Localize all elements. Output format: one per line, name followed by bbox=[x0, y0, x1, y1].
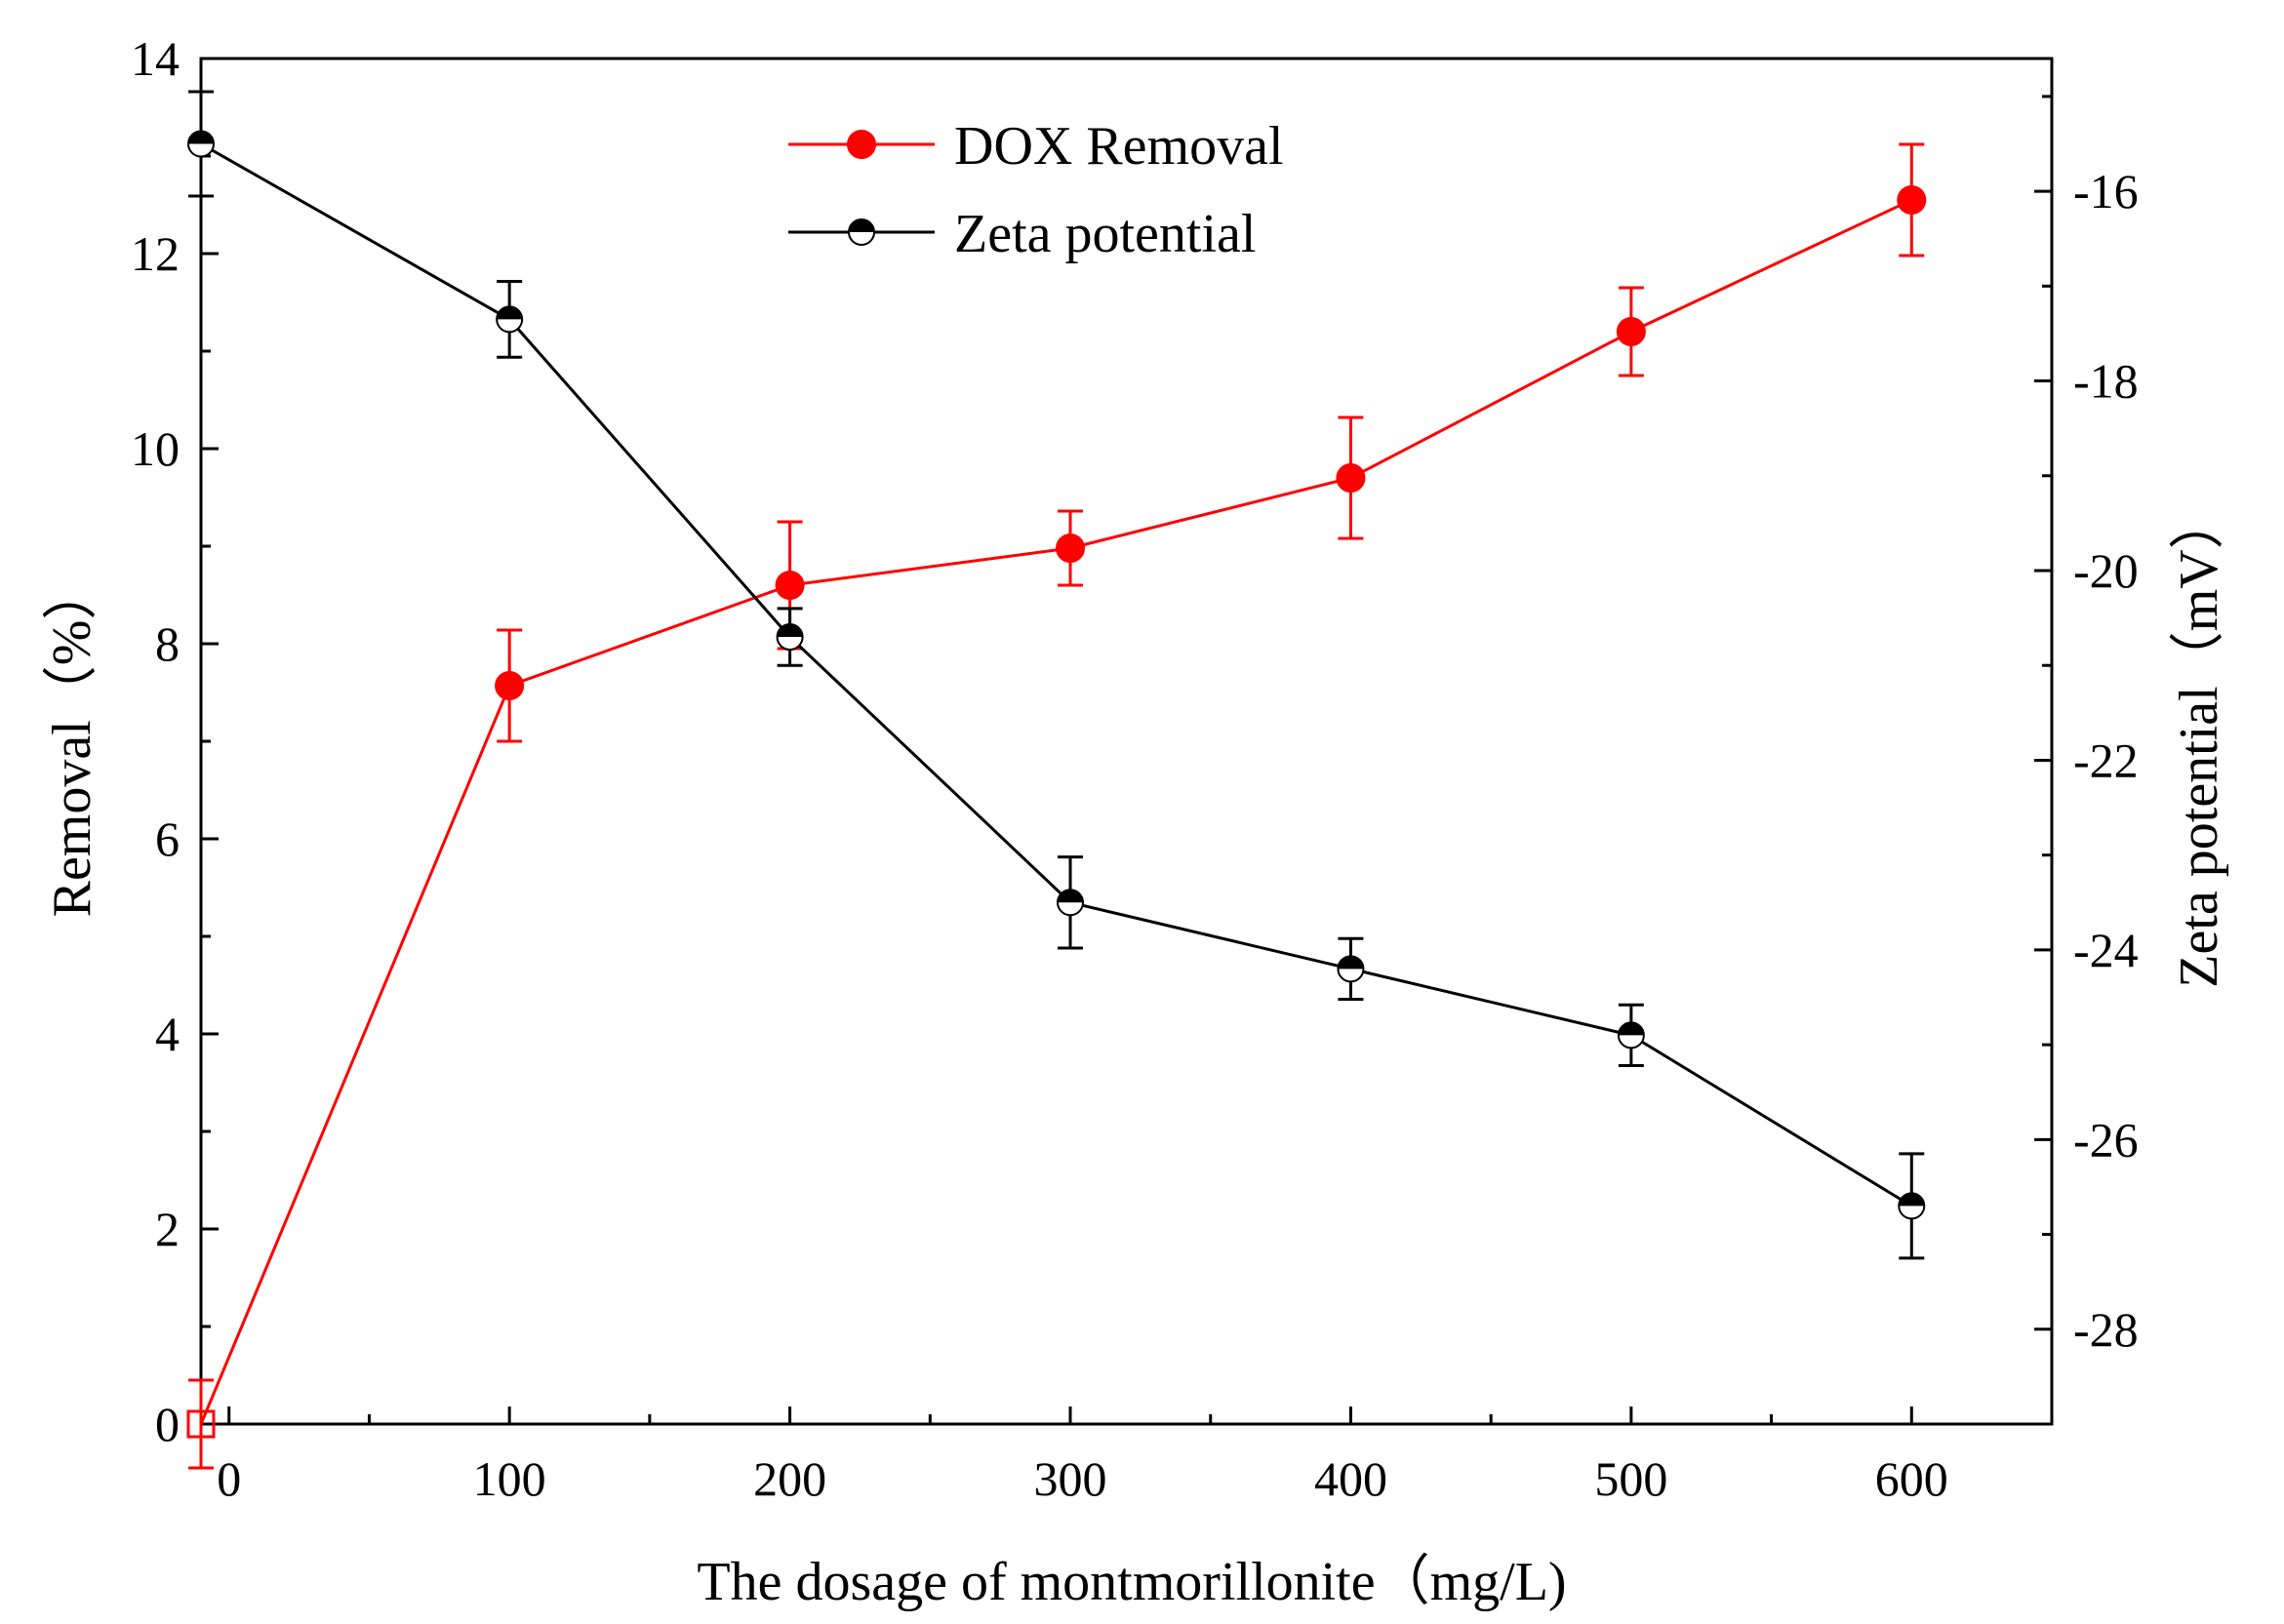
series-layer bbox=[186, 90, 1927, 1470]
data-point-half-fill bbox=[777, 624, 803, 638]
legend-marker-zeta-potential bbox=[848, 218, 875, 246]
data-point bbox=[495, 671, 525, 700]
data-point bbox=[775, 571, 805, 600]
right-y-axis-ticks: -16 -18 -20 -22 -24 -26 -28 bbox=[2034, 95, 2139, 1426]
x-tick-label: 400 bbox=[1314, 1451, 1387, 1506]
x-axis-title: The dosage of montmorillonite（mg/L) bbox=[697, 1552, 1566, 1612]
data-point bbox=[1616, 317, 1646, 346]
left-y-tick-label: 12 bbox=[131, 226, 180, 281]
right-y-tick-label: -20 bbox=[2073, 543, 2139, 598]
series-zeta-potential bbox=[187, 90, 1926, 1260]
data-point bbox=[1897, 185, 1927, 215]
data-point-half-fill bbox=[1899, 1193, 1925, 1207]
x-tick-label: 100 bbox=[473, 1451, 546, 1506]
data-point-half-fill bbox=[188, 131, 214, 144]
x-tick-label: 500 bbox=[1594, 1451, 1667, 1506]
left-y-tick-label: 0 bbox=[155, 1397, 180, 1451]
legend-entry-zeta-potential: Zeta potential bbox=[788, 204, 1256, 264]
right-y-tick-label: -16 bbox=[2073, 164, 2139, 218]
legend: DOX Removal Zeta potential bbox=[788, 116, 1284, 264]
left-y-tick-label: 6 bbox=[155, 812, 180, 866]
data-point bbox=[1337, 955, 1365, 983]
x-tick-label: 0 bbox=[217, 1451, 241, 1506]
data-point bbox=[1056, 534, 1086, 563]
series-line-zeta-potential bbox=[200, 142, 1913, 1208]
left-y-axis-ticks: 0 2 4 6 8 10 12 14 bbox=[131, 31, 219, 1451]
data-point bbox=[186, 1409, 216, 1439]
right-y-tick-label: -24 bbox=[2073, 923, 2139, 977]
data-point-half-fill bbox=[1058, 890, 1084, 903]
left-y-tick-label: 4 bbox=[155, 1007, 180, 1061]
data-point bbox=[187, 130, 215, 158]
right-y-tick-label: -18 bbox=[2073, 354, 2139, 409]
right-y-tick-label: -28 bbox=[2073, 1302, 2139, 1357]
x-tick-label: 200 bbox=[753, 1451, 826, 1506]
left-y-axis-title: Removal（%） bbox=[42, 566, 102, 918]
legend-entry-dox-removal: DOX Removal bbox=[788, 116, 1284, 177]
left-y-tick-label: 8 bbox=[155, 616, 180, 671]
error-bar bbox=[188, 1378, 214, 1470]
right-y-axis-title: Zeta potential（mV） bbox=[2169, 495, 2229, 987]
right-y-tick-label: -22 bbox=[2073, 733, 2139, 787]
left-y-tick-label: 2 bbox=[155, 1202, 180, 1256]
data-point-half-fill bbox=[1618, 1022, 1644, 1036]
x-tick-label: 600 bbox=[1875, 1451, 1948, 1506]
left-y-tick-label: 14 bbox=[131, 31, 180, 86]
legend-marker-dox-removal bbox=[847, 130, 876, 159]
right-y-tick-label: -26 bbox=[2073, 1112, 2139, 1167]
data-point bbox=[1057, 889, 1085, 917]
x-axis-ticks: 0 100 200 300 400 500 600 bbox=[217, 1406, 2054, 1506]
data-point bbox=[1336, 463, 1366, 493]
x-tick-label: 300 bbox=[1034, 1451, 1107, 1506]
legend-label-zeta-potential: Zeta potential bbox=[954, 204, 1256, 264]
left-y-tick-label: 10 bbox=[131, 421, 180, 476]
data-point-half-fill bbox=[1338, 956, 1364, 970]
legend-label-dox-removal: DOX Removal bbox=[954, 116, 1284, 177]
series-line-dox-removal bbox=[199, 198, 1912, 1425]
data-point bbox=[1617, 1021, 1645, 1050]
data-point bbox=[1898, 1192, 1926, 1220]
series-dox-removal bbox=[186, 142, 1927, 1470]
data-point bbox=[776, 623, 804, 652]
data-point-half-fill bbox=[497, 306, 523, 320]
data-point bbox=[496, 305, 524, 334]
